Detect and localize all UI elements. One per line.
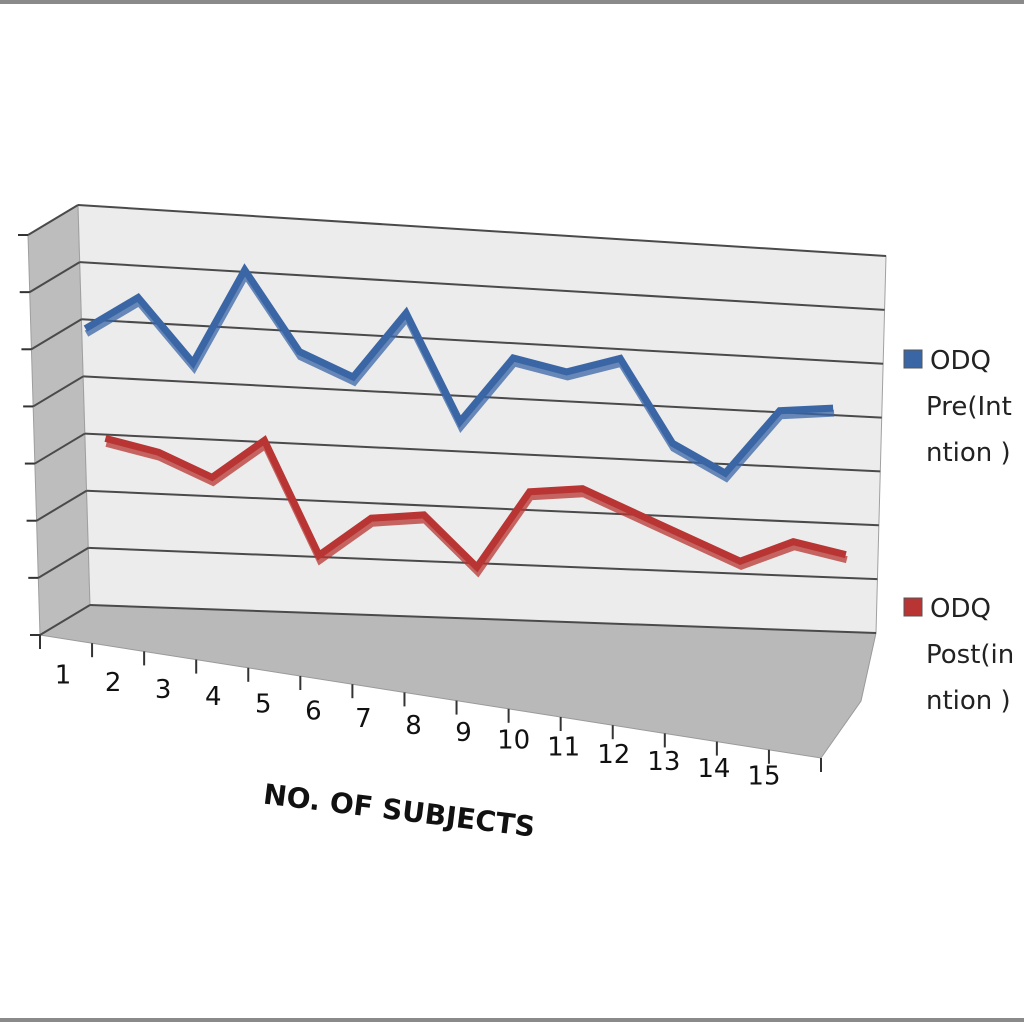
side-gridline (27, 204, 79, 236)
x-tick-label: 5 (255, 689, 272, 719)
x-tick-label: 8 (405, 711, 422, 741)
x-tick-label: 3 (155, 675, 172, 705)
legend: ODQ Pre(Int ntion ) ODQ Post(in ntion ) (903, 346, 1014, 716)
gridline (86, 489, 879, 527)
side-gridline (39, 604, 91, 636)
gridline (77, 204, 887, 257)
legend-swatch (903, 597, 923, 617)
side-gridline (34, 432, 86, 465)
legend-label: ntion ) (926, 438, 1011, 468)
x-tick-label: 4 (205, 682, 222, 712)
axis-ticks (39, 635, 822, 772)
x-tick-label: 6 (305, 697, 322, 727)
x-tick-labels: 1 2 3 4 5 6 7 8 9 10 11 12 13 14 15 (55, 661, 781, 792)
x-tick-label: 11 (547, 733, 580, 763)
x-tick-label: 1 (55, 661, 72, 691)
x-tick-label: 9 (455, 718, 472, 748)
gridline (89, 604, 877, 634)
top-border (0, 0, 1024, 4)
x-tick-label: 2 (105, 668, 122, 698)
x-tick-label: 10 (497, 725, 530, 755)
x-tick-label: 7 (355, 704, 372, 734)
side-gridline (30, 318, 82, 351)
series-layer (83, 263, 848, 578)
bottom-border (0, 1018, 1024, 1022)
side-gridline (32, 375, 84, 408)
x-tick-label: 15 (747, 761, 780, 791)
legend-label: Post(in (926, 640, 1014, 670)
side-gridline (37, 546, 89, 579)
legend-label: ntion ) (926, 686, 1011, 716)
x-tick-label: 14 (697, 754, 730, 784)
side-gridline (29, 261, 81, 294)
side-gridline (36, 489, 88, 522)
legend-swatch (903, 349, 923, 369)
x-axis-title: NO. OF SUBJECTS (262, 778, 537, 844)
legend-label: ODQ (930, 594, 991, 624)
x-tick-label: 13 (647, 747, 680, 777)
x-tick-label: 12 (597, 740, 630, 770)
gridline (79, 261, 885, 311)
gridlines (18, 204, 887, 636)
legend-label: Pre(Int (926, 392, 1012, 422)
legend-label: ODQ (930, 346, 991, 376)
gridline (84, 432, 881, 473)
series-line-depth (105, 440, 848, 578)
